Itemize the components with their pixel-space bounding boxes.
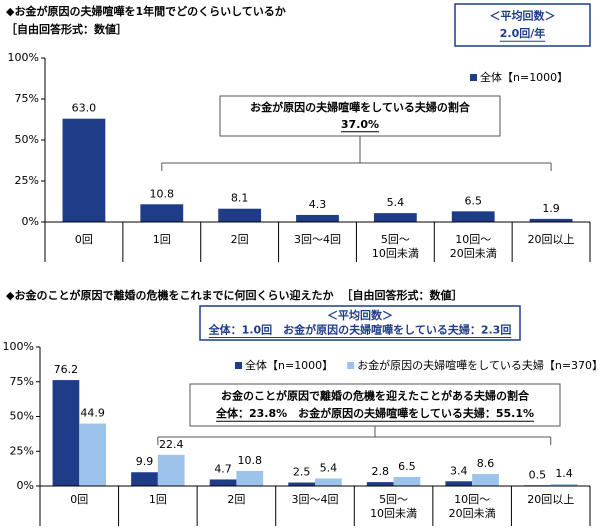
average-box xyxy=(454,3,591,47)
bar xyxy=(62,118,106,222)
average-heading: ＜平均回数＞ xyxy=(490,9,556,23)
x-tick-label: 20回以上 xyxy=(527,493,574,506)
y-tick-label: 25% xyxy=(10,444,34,457)
value-label: 9.9 xyxy=(136,455,154,468)
x-tick-label: 2回 xyxy=(231,233,249,246)
bar xyxy=(209,479,237,486)
y-tick-label: 50% xyxy=(15,133,39,146)
x-tick-label: 20回以上 xyxy=(528,233,575,246)
value-label: 8.6 xyxy=(477,457,495,470)
bar xyxy=(445,481,473,486)
bar xyxy=(529,218,573,222)
x-tick-label: 3回～4回 xyxy=(292,493,339,506)
value-label: 1.9 xyxy=(542,202,560,215)
annotation-heading: お金のことが原因で離婚の危機を迎えたことがある夫婦の割合 xyxy=(221,389,530,403)
legend-label: 全体【n=1000】 xyxy=(245,358,333,372)
x-tick-label: 1回 xyxy=(149,493,167,506)
x-tick-label: 5回～ 10回未満 xyxy=(372,233,419,260)
annotation-box xyxy=(189,383,561,427)
bar xyxy=(79,423,106,486)
bar xyxy=(52,380,80,486)
value-label: 10.8 xyxy=(150,187,175,200)
x-tick-label: 3回～4回 xyxy=(294,233,341,246)
bar xyxy=(393,476,421,486)
bar xyxy=(373,213,417,222)
annotation-heading: お金が原因の夫婦喧嘩をしている夫婦の割合 xyxy=(250,100,471,114)
value-label: 44.9 xyxy=(80,407,105,420)
y-tick-label: 25% xyxy=(15,174,39,187)
average-heading: ＜平均回数＞ xyxy=(327,308,393,322)
value-label: 1.4 xyxy=(555,467,573,480)
value-label: 10.8 xyxy=(238,454,263,467)
bar xyxy=(472,474,499,486)
chart-subtitle: ［自由回答形式：数値］ xyxy=(6,22,127,36)
bar xyxy=(218,208,262,222)
x-tick-label: 1回 xyxy=(153,233,171,246)
value-label: 5.4 xyxy=(387,196,405,209)
bar xyxy=(315,478,342,486)
y-tick-label: 100% xyxy=(8,51,39,64)
value-label: 2.5 xyxy=(293,466,311,479)
legend-swatch xyxy=(235,362,242,369)
x-tick-label: 10回～ 20回未満 xyxy=(449,493,496,520)
chart-subtitle: ［自由回答形式：数値］ xyxy=(341,288,462,302)
value-label: 5.4 xyxy=(320,461,338,474)
y-tick-label: 75% xyxy=(15,92,39,105)
value-label: 22.4 xyxy=(159,438,184,451)
annotation-box xyxy=(219,95,501,137)
bar xyxy=(140,204,184,222)
x-tick-label: 0回 xyxy=(75,233,93,246)
value-label: 4.7 xyxy=(214,462,232,475)
bar xyxy=(236,470,264,486)
y-tick-label: 0% xyxy=(17,479,34,492)
chart-title: ◆お金のことが原因で離婚の危機をこれまでに何回くらい迎えたか xyxy=(6,288,333,302)
x-tick-label: 2回 xyxy=(227,493,245,506)
legend-swatch xyxy=(347,362,355,369)
bar xyxy=(296,214,339,222)
average-box xyxy=(199,305,521,341)
x-tick-label: 0回 xyxy=(70,493,88,506)
legend-label: お金が原因の夫婦喧嘩をしている夫婦【n=370】 xyxy=(357,358,600,372)
average-value: 全体：1.0回 お金が原因の夫婦喧嘩をしている夫婦：2.3回 xyxy=(208,322,512,336)
value-label: 0.5 xyxy=(529,468,547,481)
x-tick-label: 10回～ 20回未満 xyxy=(450,233,497,260)
annotation-value: 全体：23.8% お金が原因の夫婦喧嘩をしている夫婦：55.1% xyxy=(215,406,534,420)
bar xyxy=(157,454,185,486)
value-label: 63.0 xyxy=(72,102,97,115)
bar xyxy=(451,211,495,222)
bar xyxy=(288,482,315,486)
bar xyxy=(550,484,578,486)
value-label: 8.1 xyxy=(231,192,249,205)
annotation-value: 37.0% xyxy=(341,118,379,131)
bar xyxy=(366,482,394,486)
legend-label: 全体【n=1000】 xyxy=(480,70,568,84)
y-tick-label: 0% xyxy=(22,215,39,228)
value-label: 3.4 xyxy=(450,464,468,477)
value-label: 6.5 xyxy=(464,194,482,207)
value-label: 2.8 xyxy=(371,465,389,478)
value-label: 76.2 xyxy=(54,363,79,376)
value-label: 6.5 xyxy=(398,460,416,473)
y-tick-label: 75% xyxy=(10,375,34,388)
bar xyxy=(131,472,158,486)
y-tick-label: 50% xyxy=(10,410,34,423)
legend-swatch xyxy=(470,74,477,81)
y-tick-label: 100% xyxy=(3,340,34,353)
x-tick-label: 5回～ 10回未満 xyxy=(370,493,417,520)
chart-title: ◆お金が原因の夫婦喧嘩を1年間でどのくらいしているか xyxy=(6,4,286,18)
value-label: 4.3 xyxy=(309,198,327,211)
average-value: 2.0回/年 xyxy=(500,26,546,40)
